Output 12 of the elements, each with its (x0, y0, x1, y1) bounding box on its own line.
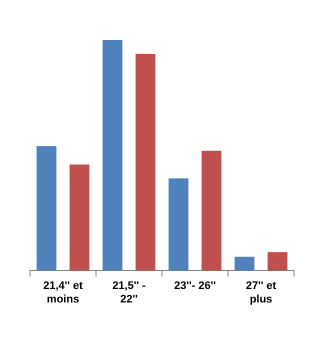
x-tick-label: 27'' et plus (246, 280, 276, 306)
bar (70, 164, 90, 271)
bar (102, 40, 122, 271)
x-tick-label: 23''- 26'' (174, 280, 216, 292)
x-tick-label: 21,4'' et moins (43, 280, 84, 306)
bar (202, 150, 222, 271)
x-tick-label: 21,5'' - 22'' (112, 280, 146, 306)
bar (168, 178, 188, 271)
bar (136, 54, 156, 271)
bar (268, 252, 288, 271)
bar (36, 146, 56, 271)
bar (234, 256, 254, 271)
